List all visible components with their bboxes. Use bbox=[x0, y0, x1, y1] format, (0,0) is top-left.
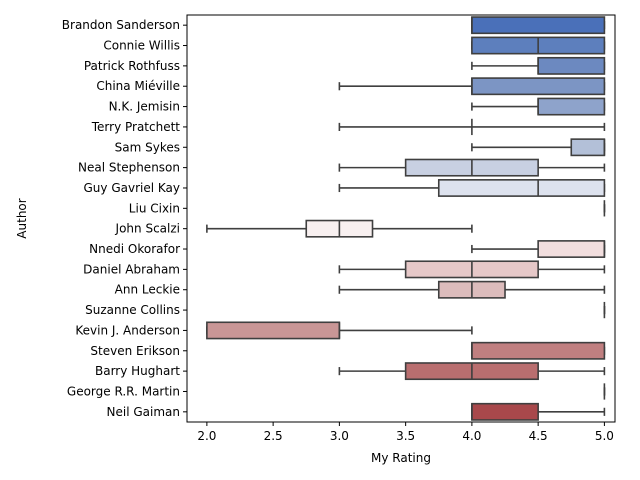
y-tick-label: Barry Hughart bbox=[95, 364, 180, 378]
box-body bbox=[471, 16, 606, 35]
y-axis-label: Author bbox=[15, 198, 29, 238]
y-ticks: Brandon Sanderson Connie Willis Patrick Ro… bbox=[62, 18, 187, 419]
x-tick-label: 4.5 bbox=[529, 429, 548, 443]
x-axis-label: My Rating bbox=[371, 451, 431, 465]
box-barry-hughart bbox=[338, 362, 606, 381]
axes bbox=[186, 14, 616, 423]
box-john-scalzi bbox=[206, 219, 473, 238]
y-tick-label: Neil Gaiman bbox=[107, 405, 180, 419]
x-tick-label: 4.0 bbox=[462, 429, 481, 443]
box-connie-willis bbox=[471, 36, 606, 55]
x-tick-label: 3.0 bbox=[330, 429, 349, 443]
box-daniel-abraham bbox=[338, 260, 606, 279]
box-nnedi-okorafor bbox=[471, 240, 606, 258]
y-tick-label: Ann Leckie bbox=[115, 283, 180, 297]
box-body bbox=[537, 56, 606, 75]
box-body bbox=[471, 77, 606, 96]
y-tick-label: Nnedi Okorafor bbox=[89, 242, 180, 256]
box-guy-gavriel-kay bbox=[338, 179, 606, 197]
y-tick-label: Suzanne Collins bbox=[85, 303, 180, 317]
y-tick-label: China Miéville bbox=[96, 79, 180, 93]
box-body bbox=[471, 341, 606, 360]
x-tick-label: 2.0 bbox=[197, 429, 216, 443]
y-tick-label: Connie Willis bbox=[103, 39, 180, 53]
x-tick-label: 5.0 bbox=[595, 429, 614, 443]
y-tick-label: Neal Stephenson bbox=[78, 161, 180, 175]
box-china-mi-ville bbox=[338, 77, 606, 96]
y-tick-label: Brandon Sanderson bbox=[62, 18, 180, 32]
y-tick-label: Guy Gavriel Kay bbox=[84, 181, 181, 195]
y-tick-label: George R.R. Martin bbox=[67, 384, 180, 398]
box-patrick-rothfuss bbox=[471, 56, 606, 75]
y-tick-label: Liu Cixin bbox=[129, 201, 180, 215]
x-tick-label: 3.5 bbox=[396, 429, 415, 443]
box-steven-erikson bbox=[471, 341, 606, 360]
box-body bbox=[570, 138, 606, 157]
x-ticks: 2.0 2.5 3.0 3.5 4.0 4.5 5.0 bbox=[197, 422, 614, 443]
y-tick-label: John Scalzi bbox=[115, 222, 180, 236]
box-n-k-jemisin bbox=[471, 97, 606, 116]
box-body bbox=[206, 321, 341, 340]
y-tick-label: Sam Sykes bbox=[115, 140, 180, 154]
y-tick-label: Patrick Rothfuss bbox=[84, 59, 180, 73]
y-tick-label: Steven Erikson bbox=[90, 344, 180, 358]
box-group bbox=[206, 16, 606, 421]
box-sam-sykes bbox=[471, 138, 606, 157]
box-body bbox=[471, 402, 539, 421]
y-tick-label: N.K. Jemisin bbox=[109, 100, 180, 114]
box-body bbox=[537, 97, 606, 116]
box-neal-stephenson bbox=[338, 158, 606, 177]
y-tick-label: Terry Pratchett bbox=[91, 120, 181, 134]
box-ann-leckie bbox=[338, 280, 606, 299]
y-tick-label: Daniel Abraham bbox=[83, 262, 180, 276]
box-kevin-j-anderson bbox=[206, 321, 473, 340]
box-body bbox=[437, 179, 606, 197]
box-body bbox=[537, 240, 606, 258]
box-terry-pratchett bbox=[338, 118, 606, 136]
x-tick-label: 2.5 bbox=[264, 429, 283, 443]
box-brandon-sanderson bbox=[471, 16, 606, 35]
box-neil-gaiman bbox=[471, 402, 606, 421]
plot-frame bbox=[186, 14, 616, 423]
y-tick-label: Kevin J. Anderson bbox=[75, 323, 180, 337]
